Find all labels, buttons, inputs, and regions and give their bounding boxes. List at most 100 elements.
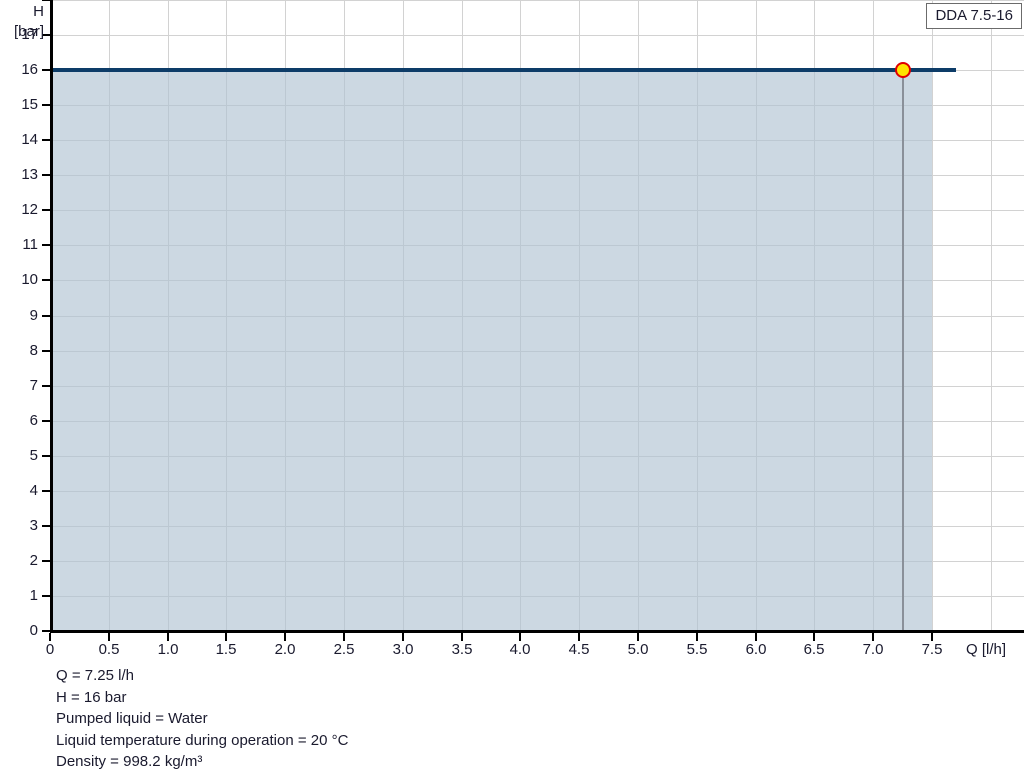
gridline-vertical-fill [462,70,463,631]
x-axis-tick-label: 7.5 [921,641,943,658]
y-axis-tick [42,595,50,597]
y-axis-tick [42,0,50,1]
gridline-horizontal-fill [50,490,932,492]
x-axis-tick [284,633,286,641]
x-axis-tick [931,633,933,641]
x-axis-line [50,630,1024,633]
y-axis-tick [42,69,50,71]
x-axis-tick [755,633,757,641]
y-axis-tick [42,630,50,632]
x-axis-title: Q [l/h] [966,641,1007,658]
gridline-vertical-fill [814,70,815,631]
y-axis-tick-label: 2 [29,552,38,569]
y-axis-tick [42,209,50,211]
operating-point-drop-line [901,70,904,631]
y-axis-tick-label: 6 [29,412,38,429]
x-axis-tick [696,633,698,641]
gridline-horizontal-fill [50,139,932,141]
x-axis-tick [872,633,874,641]
x-axis-tick-label: 6.5 [803,641,825,658]
gridlines-over-fill [50,70,932,631]
y-axis-tick-label: 9 [29,307,38,324]
x-axis-tick-label: 0.5 [98,641,120,658]
y-axis-tick-label: 12 [21,201,38,218]
operating-point-marker[interactable] [894,62,911,79]
y-axis-tick [42,385,50,387]
gridline-vertical-fill [168,70,169,631]
plot-area [50,0,1024,632]
x-axis-tick [167,633,169,641]
x-axis-tick [519,633,521,641]
x-axis-tick [343,633,345,641]
y-axis-tick-label: 3 [29,517,38,534]
y-axis-title-line1: H [33,3,44,20]
x-axis-tick [225,633,227,641]
gridline-horizontal-fill [50,525,932,527]
x-axis-tick [108,633,110,641]
gridline-horizontal-fill [50,279,932,281]
gridline-vertical-fill [756,70,757,631]
gridline-horizontal [50,35,1024,36]
caption-line-temperature: Liquid temperature during operation = 20… [56,731,349,749]
y-axis-tick [42,315,50,317]
gridline-vertical-fill [403,70,404,631]
x-axis-tick-label: 5.5 [686,641,708,658]
y-axis-tick-label: 5 [29,447,38,464]
model-legend-box: DDA 7.5-16 [926,3,1022,29]
y-axis-tick [42,525,50,527]
gridline-horizontal-fill [50,315,932,317]
x-axis-tick-label: 7.0 [862,641,884,658]
operating-conditions-caption: Q = 7.25 l/h H = 16 bar Pumped liquid = … [56,665,348,773]
y-axis-tick [42,420,50,422]
y-axis-tick [42,455,50,457]
x-axis-tick [578,633,580,641]
gridline-horizontal-fill [50,350,932,352]
caption-line-flow: Q = 7.25 l/h [56,667,134,684]
y-axis-tick [42,560,50,562]
y-axis-tick [42,174,50,176]
y-axis-tick [42,244,50,246]
x-axis-tick-label: 1.5 [215,641,237,658]
y-axis-line [50,0,53,633]
caption-line-head: H = 16 bar [56,688,127,706]
y-axis-tick-label: 14 [21,131,38,148]
y-axis-tick [42,139,50,141]
gridline-horizontal-fill [50,244,932,246]
y-axis-tick [42,34,50,36]
gridline-horizontal-fill [50,104,932,106]
gridline-horizontal-fill [50,385,932,387]
x-axis-tick-label: 6.0 [745,641,767,658]
gridline-vertical-fill [697,70,698,631]
gridline-horizontal-fill [50,420,932,422]
gridline-horizontal-fill [50,209,932,211]
y-axis-tick [42,104,50,106]
caption-line-liquid: Pumped liquid = Water [56,710,208,727]
gridline-horizontal-fill [50,455,932,457]
y-axis-tick [42,279,50,281]
gridline-vertical-fill [638,70,639,631]
y-axis-tick-label: 1 [29,587,38,604]
gridline-vertical-fill [109,70,110,631]
y-axis-tick-label: 11 [22,236,38,253]
y-axis-tick-label: 10 [21,271,38,288]
gridline-horizontal-fill [50,560,932,562]
x-axis-tick-label: 0 [45,641,55,658]
gridline-vertical-fill [285,70,286,631]
gridline-horizontal-fill [50,174,932,176]
x-axis-tick-label: 3.0 [392,641,414,658]
x-axis-tick [637,633,639,641]
x-axis-tick [813,633,815,641]
gridline-vertical-fill [520,70,521,631]
y-axis-tick-label: 0 [29,622,38,639]
gridline-vertical-fill [873,70,874,631]
gridline-vertical-fill [579,70,580,631]
gridline-vertical-fill [344,70,345,631]
gridline-horizontal [50,0,1024,1]
y-axis-tick [42,350,50,352]
pressure-curve [50,68,956,73]
x-axis-tick-label: 2.5 [333,641,355,658]
x-axis-tick-label: 3.5 [451,641,473,658]
y-axis-tick-label: 16 [21,61,38,78]
x-axis-tick [402,633,404,641]
